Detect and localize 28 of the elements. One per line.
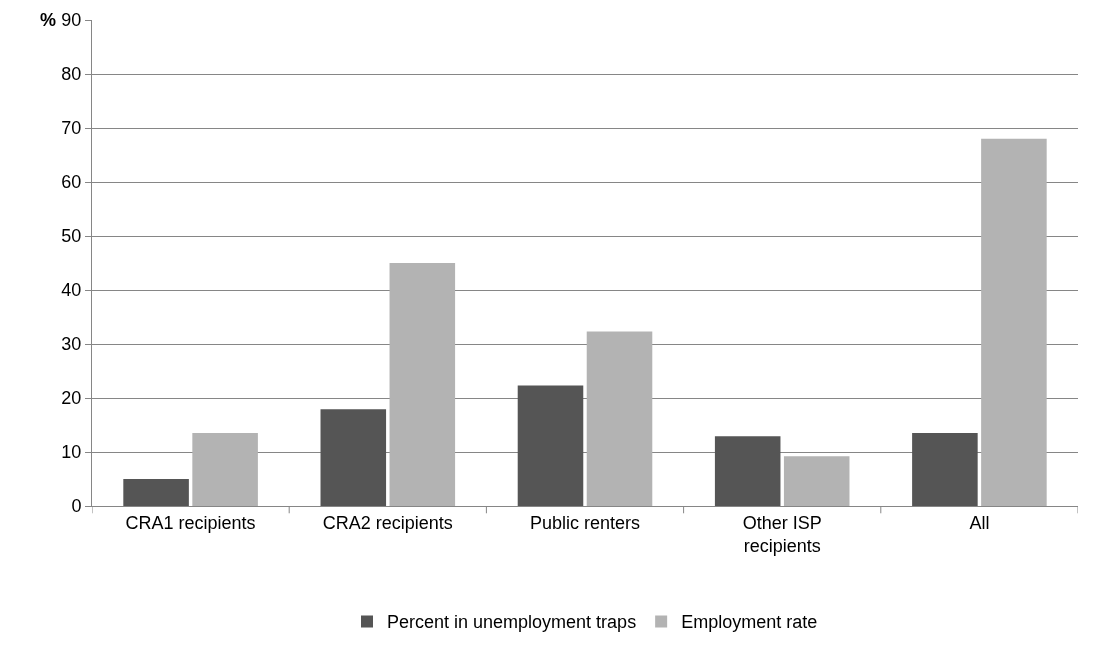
legend-label: Percent in unemployment traps xyxy=(387,612,637,633)
y-tick-label: 30 xyxy=(61,334,82,355)
y-tick-label: 90 xyxy=(61,10,82,31)
x-tick-label: Public renters xyxy=(529,512,641,533)
bar xyxy=(586,331,653,506)
bar xyxy=(981,138,1047,506)
x-tick-label: Other ISP recipients xyxy=(742,512,822,556)
legend-label: Employment rate xyxy=(681,612,818,633)
y-tick-label: 60 xyxy=(61,172,82,193)
bar xyxy=(192,433,258,506)
bar xyxy=(912,433,978,506)
bar xyxy=(783,456,850,506)
bar xyxy=(389,263,456,506)
y-tick-label: 70 xyxy=(61,118,82,139)
y-tick-label: 0 xyxy=(71,496,82,517)
y-tick-label: 50 xyxy=(61,226,82,247)
y-tick-label: 10 xyxy=(61,442,82,463)
bar xyxy=(714,436,781,506)
bar xyxy=(123,479,189,506)
bar xyxy=(320,409,387,506)
y-tick-label: 40 xyxy=(61,280,82,301)
bar xyxy=(517,385,584,506)
x-tick-label: All xyxy=(969,512,990,533)
y-axis-title: % xyxy=(40,10,57,30)
y-tick-label: 20 xyxy=(61,388,82,409)
x-tick-label: CRA2 recipients xyxy=(322,512,453,533)
x-tick-label: CRA1 recipients xyxy=(125,512,256,533)
y-tick-label: 80 xyxy=(61,64,82,85)
